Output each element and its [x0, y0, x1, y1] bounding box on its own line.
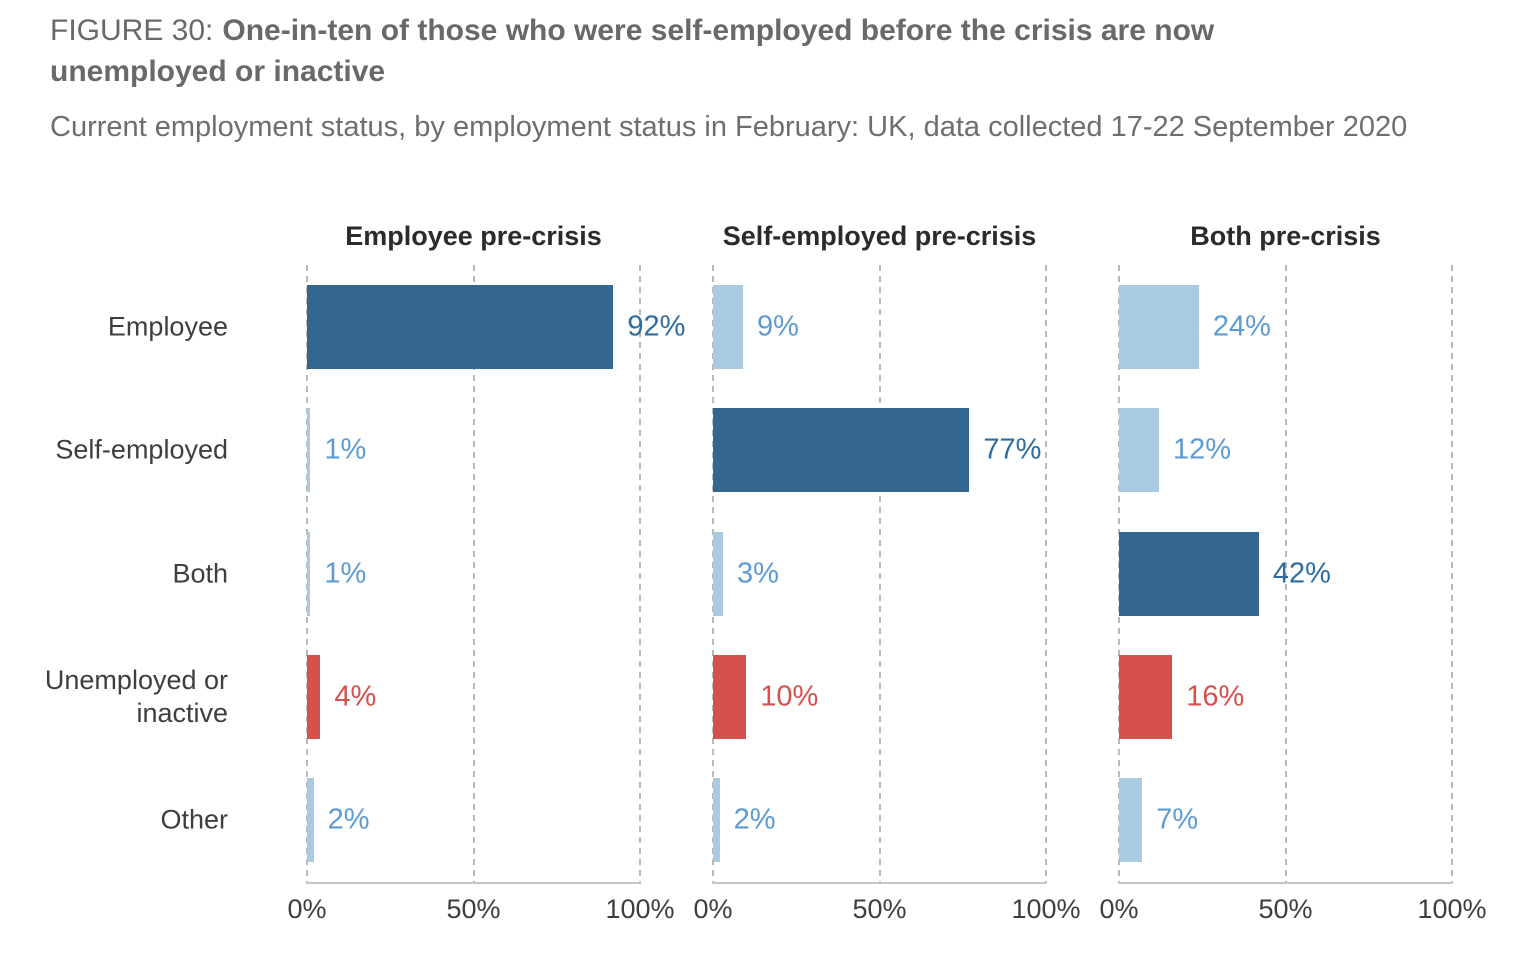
x-tick-label: 0%: [287, 894, 327, 924]
bar: [1119, 531, 1259, 616]
bar-value-label: 7%: [1156, 803, 1199, 836]
bar-value-label: 1%: [324, 557, 367, 589]
bar: [713, 531, 723, 616]
bar: [713, 408, 970, 493]
panel-title: Employee pre-crisis: [345, 221, 602, 251]
bar-value-label: 10%: [760, 680, 819, 713]
figure-number-label: FIGURE 30:: [50, 14, 214, 47]
gridline: [1284, 265, 1287, 882]
bar-value-label: 12%: [1172, 433, 1231, 466]
panel-title: Both pre-crisis: [1190, 221, 1381, 251]
bar: [1119, 654, 1173, 739]
bar: [1119, 408, 1159, 493]
x-tick-label: 100%: [1011, 894, 1081, 924]
panel-3: Both pre-crisis 0% 50% 100% 24% 12% 42% 16% 7%: [1099, 210, 1486, 970]
gridline: [1045, 265, 1047, 882]
x-tick-label: 100%: [605, 894, 675, 924]
x-axis-line: [1118, 882, 1453, 884]
bar: [713, 778, 720, 863]
bar-value-label: 42%: [1272, 557, 1331, 589]
figure-title: FIGURE 30: One-in-ten of those who were s…: [50, 10, 1385, 92]
panel-2: Self-employed pre-crisis 0% 50% 100% 9% 77% 3%…: [693, 210, 1080, 970]
bar: [713, 654, 747, 739]
x-tick-label: 50%: [446, 894, 501, 924]
category-label: Self-employed: [55, 434, 228, 465]
category-label: Both: [172, 558, 228, 588]
x-tick-label: 50%: [1258, 894, 1313, 924]
category-label: Employee: [107, 311, 228, 342]
bar: [1119, 284, 1199, 369]
bar-value-label: 92%: [627, 310, 686, 343]
bar: [713, 284, 743, 369]
panel-1: Employee pre-crisis 0% 50% 100% 92% 1% 1% 4% 2%: [287, 210, 685, 970]
bar: [307, 778, 314, 863]
bar: [307, 654, 321, 739]
figure-header: FIGURE 30: One-in-ten of those who were s…: [50, 10, 1450, 147]
category-label: Other: [160, 804, 228, 835]
x-tick-label: 50%: [852, 894, 907, 924]
bar-value-label: 4%: [334, 680, 377, 713]
bar-value-label: 1%: [324, 433, 367, 466]
x-tick-label: 100%: [1417, 894, 1487, 924]
x-axis-line: [306, 882, 641, 884]
bar: [1119, 778, 1143, 863]
bar-value-label: 3%: [736, 557, 779, 589]
panel-title: Self-employed pre-crisis: [722, 221, 1037, 251]
category-label: Unemployed or inactive: [44, 664, 228, 728]
bar-value-label: 16%: [1186, 680, 1245, 713]
bar: [307, 408, 311, 493]
gridline: [878, 265, 881, 882]
bar-value-label: 2%: [733, 803, 776, 836]
bar-value-label: 9%: [756, 310, 799, 343]
bar: [307, 531, 311, 616]
gridline: [1451, 265, 1453, 882]
bar: [307, 284, 614, 369]
gridline: [639, 265, 641, 882]
bar-value-label: 77%: [983, 433, 1042, 466]
gridline: [472, 265, 475, 882]
x-axis-line: [712, 882, 1047, 884]
bar-value-label: 2%: [327, 803, 370, 836]
bar-value-label: 24%: [1212, 310, 1271, 343]
chart-area: Employee Self-employed Both Unemployed or i…: [0, 210, 1520, 970]
figure-title-text: One-in-ten of those who were self-employ…: [50, 14, 1215, 88]
figure-subtitle: Current employment status, by employment…: [50, 111, 1408, 143]
x-tick-label: 0%: [1099, 894, 1139, 924]
x-tick-label: 0%: [693, 894, 733, 924]
